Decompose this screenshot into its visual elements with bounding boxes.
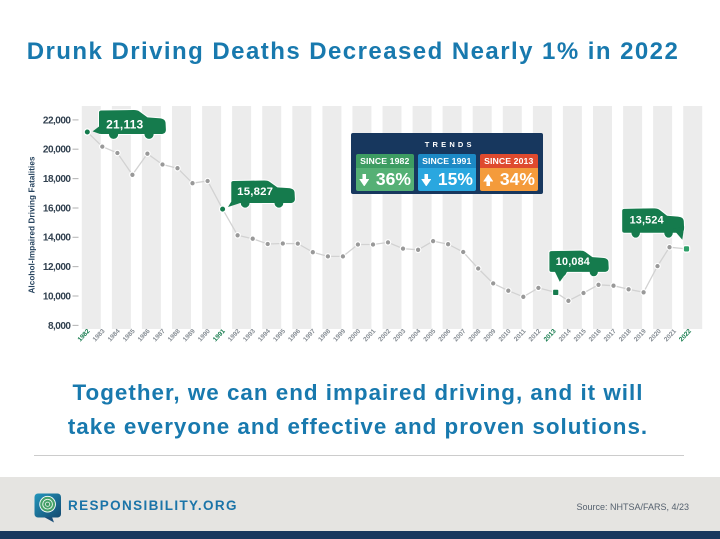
svg-text:1992: 1992 [227,328,242,344]
svg-text:1994: 1994 [257,328,272,344]
svg-text:2000: 2000 [347,328,362,344]
svg-text:16,000: 16,000 [43,203,72,214]
svg-text:1986: 1986 [137,328,152,344]
svg-text:1985: 1985 [122,328,137,344]
svg-text:2019: 2019 [633,328,648,344]
svg-text:2007: 2007 [452,328,467,344]
svg-text:8,000: 8,000 [48,321,71,332]
svg-text:2008: 2008 [467,328,482,344]
svg-text:2002: 2002 [377,328,392,344]
svg-text:1997: 1997 [302,328,317,344]
svg-text:1999: 1999 [332,328,347,344]
svg-text:2003: 2003 [392,328,407,344]
svg-text:2010: 2010 [498,328,513,344]
svg-text:21,113: 21,113 [106,117,143,131]
svg-text:1983: 1983 [92,328,107,344]
svg-text:2005: 2005 [422,328,437,344]
svg-text:12,000: 12,000 [43,262,72,273]
svg-text:1990: 1990 [197,328,212,344]
svg-text:1998: 1998 [317,328,332,344]
svg-text:2001: 2001 [362,328,377,344]
svg-text:1982: 1982 [77,328,92,344]
svg-text:10,084: 10,084 [556,256,590,268]
svg-text:2022: 2022 [678,328,693,344]
svg-text:1995: 1995 [272,328,287,344]
svg-text:1996: 1996 [287,328,302,344]
svg-text:2018: 2018 [618,328,633,344]
svg-text:20,000: 20,000 [43,145,72,156]
svg-text:Alcohol-Impaired Driving Fatal: Alcohol-Impaired Driving Fatalities [28,156,37,293]
svg-text:2012: 2012 [528,328,543,344]
svg-text:2020: 2020 [648,328,663,344]
svg-text:2004: 2004 [407,328,422,344]
svg-text:14,000: 14,000 [43,233,72,244]
svg-text:18,000: 18,000 [43,174,72,185]
svg-text:10,000: 10,000 [43,291,72,302]
svg-text:2011: 2011 [513,328,528,343]
svg-text:1984: 1984 [107,328,122,344]
svg-text:2021: 2021 [663,328,678,344]
svg-text:1988: 1988 [167,328,182,344]
svg-text:1989: 1989 [182,328,197,344]
svg-text:22,000: 22,000 [43,115,72,126]
svg-text:2009: 2009 [482,328,497,344]
svg-text:2006: 2006 [437,328,452,344]
svg-text:2017: 2017 [603,328,618,344]
svg-text:2015: 2015 [573,328,588,344]
svg-text:13,524: 13,524 [630,215,664,227]
svg-text:1993: 1993 [242,328,257,344]
svg-text:2016: 2016 [588,328,603,344]
svg-text:2013: 2013 [543,328,558,344]
svg-text:1987: 1987 [152,328,167,344]
svg-text:15,827: 15,827 [237,186,273,198]
svg-text:1991: 1991 [212,328,227,344]
svg-text:2014: 2014 [558,328,573,344]
